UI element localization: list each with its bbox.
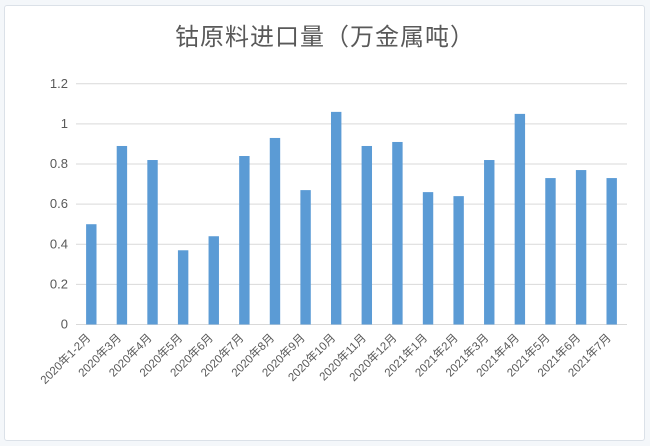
svg-text:0.8: 0.8 bbox=[50, 156, 68, 171]
svg-text:1: 1 bbox=[61, 116, 68, 131]
svg-text:0.2: 0.2 bbox=[50, 276, 68, 291]
svg-text:1.2: 1.2 bbox=[50, 76, 68, 91]
svg-text:0: 0 bbox=[61, 317, 68, 332]
svg-text:0.4: 0.4 bbox=[50, 236, 68, 251]
svg-text:0.6: 0.6 bbox=[50, 196, 68, 211]
